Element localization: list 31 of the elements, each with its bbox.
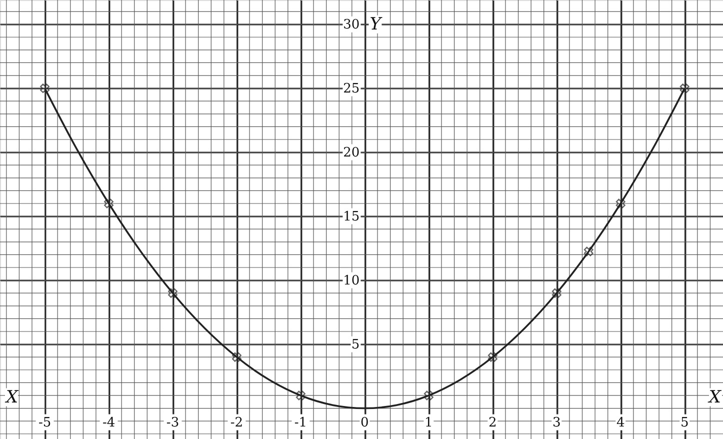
x-tick-label: 3 bbox=[552, 415, 561, 430]
point bbox=[40, 84, 50, 94]
y-tick-label: 15 bbox=[343, 209, 360, 224]
x-tick-label: -3 bbox=[166, 415, 180, 430]
y-tick-label: 10 bbox=[343, 273, 360, 288]
point bbox=[488, 352, 498, 362]
y-tick-label: 25 bbox=[343, 81, 360, 96]
x-tick-label: -2 bbox=[230, 415, 244, 430]
point bbox=[424, 390, 434, 400]
point bbox=[104, 198, 114, 208]
x-tick-label: -5 bbox=[38, 415, 52, 430]
x-tick-label: -1 bbox=[294, 415, 308, 430]
annotation: X bbox=[4, 387, 19, 408]
x-tick-label: 5 bbox=[680, 415, 689, 430]
point bbox=[552, 288, 562, 298]
x-tick-label: 1 bbox=[424, 415, 433, 430]
point bbox=[168, 288, 178, 298]
y-axis-title: Y bbox=[370, 14, 383, 34]
point bbox=[232, 352, 242, 362]
point bbox=[296, 390, 306, 400]
y-tick-label: 5 bbox=[351, 337, 360, 352]
x-tick-label: 0 bbox=[360, 415, 369, 430]
point bbox=[680, 84, 690, 94]
y-tick-label: 30 bbox=[343, 17, 360, 32]
point bbox=[616, 198, 626, 208]
x-tick-label: -4 bbox=[102, 415, 116, 430]
x-tick-label: 4 bbox=[616, 415, 625, 430]
x-tick-label: 2 bbox=[488, 415, 497, 430]
y-tick-label: 20 bbox=[343, 145, 360, 160]
point bbox=[584, 246, 594, 256]
x-axis-title: X bbox=[706, 387, 722, 408]
